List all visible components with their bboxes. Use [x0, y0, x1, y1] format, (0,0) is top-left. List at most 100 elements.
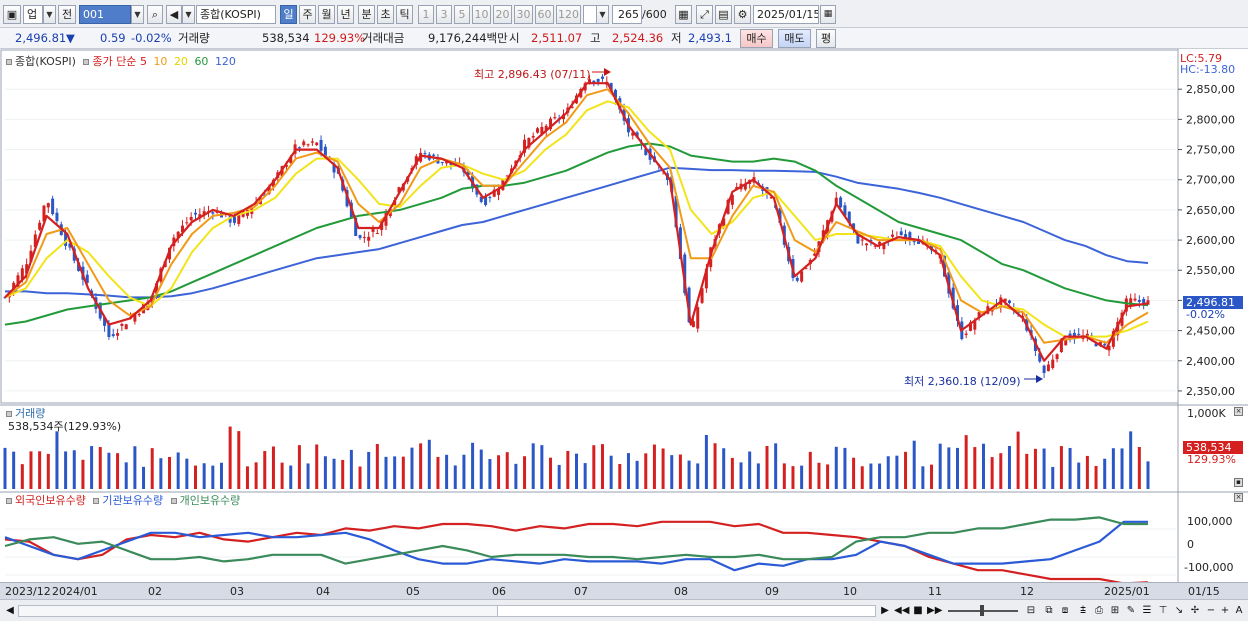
volume-bar: [1059, 446, 1063, 489]
period-week[interactable]: 주: [299, 5, 316, 24]
volume-bar: [1129, 431, 1133, 489]
chevron-down-icon[interactable]: ▼: [43, 5, 56, 24]
print-icon[interactable]: ⎙: [1095, 605, 1103, 616]
period-second[interactable]: 초: [377, 5, 394, 24]
candle-body: [878, 241, 882, 245]
volume-bar: [1094, 465, 1098, 489]
text-icon[interactable]: A: [1235, 605, 1243, 616]
list-icon[interactable]: ☰: [1142, 605, 1152, 616]
volume-panel-close-icon[interactable]: ×: [1234, 407, 1243, 416]
volume-bar: [808, 451, 812, 489]
window-icon[interactable]: ⧈: [1061, 605, 1069, 616]
volume-bar: [600, 444, 604, 489]
period-year[interactable]: 년: [337, 5, 354, 24]
flow-panel-close-icon[interactable]: ×: [1234, 493, 1243, 502]
high-label: 고: [590, 31, 601, 45]
interval-20[interactable]: 20: [493, 5, 512, 24]
interval-60[interactable]: 60: [535, 5, 554, 24]
candle-body: [1133, 298, 1137, 301]
legend-foreign: 외국인보유수량: [15, 494, 86, 507]
count-input[interactable]: 265: [612, 5, 642, 24]
layout-icon[interactable]: ⊟: [1026, 605, 1036, 616]
candle-body: [778, 208, 782, 223]
pattern-icon[interactable]: ⩲: [1080, 605, 1086, 616]
open-value: 2,511.07: [531, 31, 583, 45]
amount-label: 거래대금: [362, 31, 405, 45]
interval-30[interactable]: 30: [514, 5, 533, 24]
scrollbar-track[interactable]: [18, 605, 876, 617]
window-icon[interactable]: ▣: [3, 5, 21, 24]
code-dropdown-icon[interactable]: ▼: [131, 5, 144, 24]
bottom-toolbar: ◀ ▶ ◀◀ ■ ▶▶ ⊟ ⧉ ⧈ ⩲ ⎙ ⊞ ✎ ☰ ⊤ ↘ ✢ − + A: [0, 599, 1248, 621]
period-minute[interactable]: 분: [358, 5, 375, 24]
volume-bar: [271, 446, 275, 489]
arrow-icon[interactable]: ↘: [1174, 605, 1184, 616]
candle-body: [319, 139, 323, 151]
volume-subtitle: 538,534주(129.93%): [8, 420, 122, 433]
period-tick[interactable]: 틱: [396, 5, 413, 24]
calendar-icon[interactable]: ▦: [820, 5, 836, 24]
candle-body: [33, 234, 37, 248]
legend-ma5: 5: [139, 55, 147, 68]
crosshair-icon[interactable]: ✢: [1190, 605, 1200, 616]
interval-custom-input[interactable]: [583, 5, 597, 24]
candle-body: [267, 186, 271, 194]
date-label: 12: [1020, 585, 1034, 598]
toolbar: ▣ 업 ▼ 전 001 ▼ ⌕ ◀ ▼ 종합(KOSPI) 일 주 월 년 분 …: [0, 0, 1248, 28]
save-icon[interactable]: ⊞: [1110, 605, 1120, 616]
date-input[interactable]: 2025/01/15: [753, 5, 819, 24]
expand-icon[interactable]: ⤢: [696, 5, 713, 24]
scroll-right-icon[interactable]: ▶: [881, 605, 889, 616]
flow-line: [4, 520, 1148, 572]
stop-icon[interactable]: ■: [913, 605, 923, 616]
y-tick-label: 2,450,00: [1186, 325, 1235, 338]
interval-3[interactable]: 3: [436, 5, 452, 24]
gear-icon[interactable]: ⚙: [734, 5, 751, 24]
volume-bar: [852, 457, 856, 489]
grid-lines: [5, 88, 1176, 576]
search-icon[interactable]: ⌕: [147, 5, 163, 24]
candle-body: [103, 317, 107, 326]
zoom-slider-handle[interactable]: [980, 605, 984, 616]
speaker-dropdown-icon[interactable]: ▼: [182, 5, 195, 24]
interval-5[interactable]: 5: [454, 5, 470, 24]
candle-body: [930, 243, 934, 251]
interval-dropdown-icon[interactable]: ▼: [596, 5, 609, 24]
zoom-out-icon[interactable]: −: [1206, 605, 1216, 616]
candle-body: [505, 175, 509, 177]
period-month[interactable]: 월: [318, 5, 335, 24]
interval-1[interactable]: 1: [418, 5, 434, 24]
candle-body: [873, 245, 877, 247]
rewind-icon[interactable]: ◀◀: [894, 605, 910, 616]
candle-body: [523, 139, 527, 153]
period-day[interactable]: 일: [280, 5, 297, 24]
code-input[interactable]: 001: [79, 5, 131, 24]
volume-bar: [419, 443, 423, 489]
tools-icon[interactable]: ▦: [675, 5, 692, 24]
pin-icon[interactable]: ⊤: [1158, 605, 1168, 616]
candle-body: [25, 264, 29, 274]
volume-bar: [956, 447, 959, 489]
candle-body: [1051, 359, 1055, 368]
interval-10[interactable]: 10: [472, 5, 491, 24]
scroll-left-icon[interactable]: ◀: [6, 605, 14, 616]
sell-button[interactable]: 매도: [778, 29, 811, 48]
buy-button[interactable]: 매수: [740, 29, 773, 48]
prev-button[interactable]: 전: [58, 5, 76, 24]
scrollbar-thumb[interactable]: [497, 606, 875, 616]
save-icon[interactable]: ▤: [715, 5, 732, 24]
volume-panel-min-icon[interactable]: ▪: [1234, 478, 1243, 487]
candle-body: [882, 243, 886, 250]
ma-line: [4, 142, 1149, 326]
draw-icon[interactable]: ✎: [1126, 605, 1136, 616]
zoom-slider[interactable]: [948, 605, 1018, 616]
mode-select[interactable]: 업: [23, 5, 43, 24]
copy-icon[interactable]: ⧉: [1045, 605, 1053, 616]
zoom-in-icon[interactable]: +: [1220, 605, 1230, 616]
play-icon[interactable]: ▶▶: [927, 605, 943, 616]
interval-120[interactable]: 120: [556, 5, 581, 24]
eval-button[interactable]: 평: [816, 29, 836, 48]
speaker-icon[interactable]: ◀: [166, 5, 182, 24]
volume-bars: [3, 426, 1150, 489]
